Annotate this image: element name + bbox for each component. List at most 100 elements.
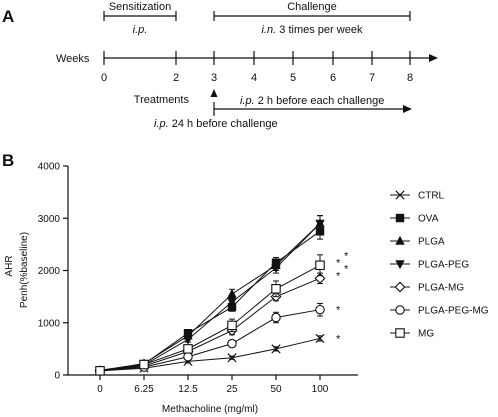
point-marker bbox=[271, 312, 281, 323]
point-marker bbox=[315, 333, 325, 344]
significance-marker-plga-peg-mg: * bbox=[336, 305, 341, 317]
point-marker bbox=[139, 359, 149, 370]
legend-item-plga-mg: PLGA-MG bbox=[390, 281, 464, 294]
significance-marker-mg: * bbox=[336, 257, 341, 269]
chart-legend: CTRL OVA PLGA PLGA-PEG PLGA-MG PLGA-PEG-MG MG bbox=[390, 190, 489, 340]
legend-item-mg: MG bbox=[390, 328, 434, 340]
y-tick-label: 3000 bbox=[38, 214, 61, 225]
panel-b: B AHR Penh(%baseline) Methacholine (mg/m… bbox=[2, 151, 489, 415]
challenge-description: i.n. 3 times per week bbox=[262, 24, 363, 36]
weeks-axis-arrowhead bbox=[429, 54, 438, 62]
point-marker bbox=[183, 351, 193, 362]
legend-item-ova: OVA bbox=[390, 214, 439, 225]
legend-label: OVA bbox=[418, 214, 439, 225]
point-marker bbox=[315, 304, 325, 315]
point-marker bbox=[395, 328, 405, 338]
point-marker bbox=[394, 281, 406, 293]
significance-marker-plga-mg: * bbox=[344, 263, 349, 275]
legend-item-plga-peg-mg: PLGA-PEG-MG bbox=[390, 305, 489, 317]
y-tick-label: 4000 bbox=[38, 162, 61, 173]
legend-label: PLGA-PEG-MG bbox=[418, 306, 489, 317]
panel-b-label: B bbox=[2, 151, 14, 170]
weeks-label: Weeks bbox=[56, 53, 90, 65]
challenge-title: Challenge bbox=[287, 1, 337, 13]
legend-item-ctrl: CTRL bbox=[390, 190, 445, 202]
point-marker bbox=[315, 260, 325, 271]
y-tick-label: 0 bbox=[54, 371, 60, 382]
legend-label: MG bbox=[418, 329, 434, 340]
point-marker-stroke bbox=[227, 353, 237, 363]
treatment-pre-route: i.p. bbox=[154, 118, 169, 130]
point-marker bbox=[315, 219, 325, 229]
x-tick-label: 6.25 bbox=[134, 384, 154, 395]
panel-a: A Sensitization i.p. Challenge i.n. 3 ti… bbox=[2, 1, 438, 130]
point-marker bbox=[227, 288, 237, 298]
legend-item-plga-peg: PLGA-PEG bbox=[390, 260, 469, 271]
series-line bbox=[99, 337, 321, 372]
week-tick-label: 7 bbox=[369, 72, 375, 84]
week-ticks: 0 2 3 4 5 6 7 8 bbox=[101, 51, 413, 84]
week-tick-label: 4 bbox=[251, 72, 257, 84]
legend-label: CTRL bbox=[418, 191, 445, 202]
point-marker bbox=[227, 298, 237, 308]
series-plga-peg-mg bbox=[95, 302, 325, 376]
series-line bbox=[99, 309, 321, 372]
point-marker bbox=[395, 305, 405, 315]
chart-plot-area: ****** bbox=[94, 215, 349, 377]
treatment-period-arrowhead bbox=[403, 105, 412, 113]
chart-axes: 0 1000 2000 3000 4000 0 6.25 12.5 25 50 100 bbox=[38, 162, 358, 395]
sensitization-route: i.p. bbox=[133, 24, 148, 36]
y-axis-label: Penh(%baseline) bbox=[19, 232, 30, 308]
point-marker bbox=[227, 302, 237, 312]
x-tick-label: 12.5 bbox=[178, 384, 198, 395]
point-marker bbox=[227, 338, 237, 349]
point-marker bbox=[395, 190, 405, 200]
treatment-pointer-arrowhead bbox=[210, 89, 218, 97]
week-tick-label: 2 bbox=[173, 72, 179, 84]
legend-label: PLGA-PEG bbox=[418, 260, 469, 271]
point-marker bbox=[395, 260, 405, 270]
challenge-schedule: 3 times per week bbox=[279, 24, 363, 36]
legend-item-plga: PLGA bbox=[390, 235, 445, 248]
x-tick-label: 100 bbox=[312, 384, 329, 395]
y-axis-title: AHR bbox=[4, 255, 15, 276]
x-axis-label: Methacholine (mg/ml) bbox=[162, 404, 258, 415]
point-marker bbox=[271, 264, 281, 274]
point-marker bbox=[183, 344, 193, 354]
significance-marker-ctrl: * bbox=[336, 333, 341, 345]
series-line bbox=[99, 223, 321, 372]
x-tick-label: 25 bbox=[226, 384, 238, 395]
series-mg bbox=[95, 254, 325, 376]
series-ctrl bbox=[95, 333, 325, 376]
panel-a-label: A bbox=[2, 7, 14, 26]
treatment-pre: i.p. 24 h before challenge bbox=[154, 118, 278, 130]
series-plga-mg bbox=[94, 272, 326, 377]
point-marker bbox=[395, 213, 405, 223]
x-tick-label: 50 bbox=[270, 384, 282, 395]
series-ova bbox=[95, 222, 325, 375]
series-plga-peg bbox=[95, 215, 325, 376]
week-tick-label: 5 bbox=[290, 72, 296, 84]
y-tick-label: 2000 bbox=[38, 266, 61, 277]
week-tick-label: 3 bbox=[211, 72, 217, 84]
significance-marker-mg: * bbox=[344, 250, 349, 262]
series-line bbox=[99, 230, 321, 371]
sensitization-title: Sensitization bbox=[109, 1, 171, 13]
week-tick-label: 6 bbox=[330, 72, 336, 84]
point-marker bbox=[395, 235, 405, 245]
treatment-before-challenge: i.p. 2 h before each challenge bbox=[240, 95, 384, 107]
point-marker bbox=[227, 353, 237, 363]
point-marker bbox=[271, 284, 281, 294]
point-marker-stroke bbox=[395, 190, 405, 200]
treatment-before-challenge-text: 2 h before each challenge bbox=[258, 95, 385, 107]
challenge-route: i.n. bbox=[262, 24, 277, 36]
legend-label: PLGA bbox=[418, 237, 445, 248]
series-line bbox=[99, 223, 321, 372]
treatments-label: Treatments bbox=[134, 94, 190, 106]
point-marker-stroke bbox=[271, 344, 281, 354]
y-tick-label: 1000 bbox=[38, 318, 61, 329]
treatment-before-challenge-route: i.p. bbox=[240, 95, 255, 107]
x-tick-label: 0 bbox=[97, 384, 103, 395]
significance-marker-plga-mg: * bbox=[336, 270, 341, 282]
